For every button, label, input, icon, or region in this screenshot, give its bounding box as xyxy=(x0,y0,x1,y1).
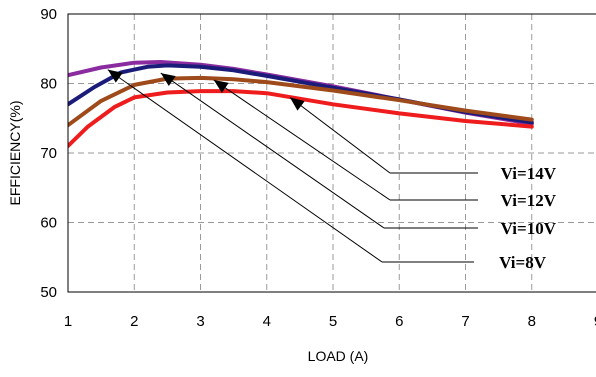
annotation-leader xyxy=(107,69,383,263)
series-label: Vi=14V xyxy=(501,164,557,183)
annotation-leader xyxy=(213,79,391,201)
y-tick-label: 80 xyxy=(40,76,57,93)
x-tick-label: 1 xyxy=(64,313,72,330)
x-tick-label: 4 xyxy=(263,313,271,330)
x-axis-title: LOAD (A) xyxy=(308,348,369,364)
x-tick-label: 8 xyxy=(528,313,536,330)
gridlines xyxy=(68,14,596,292)
annotation-arrowhead xyxy=(107,69,123,83)
annotation-arrowhead xyxy=(289,97,305,111)
x-tick-label: 3 xyxy=(196,313,204,330)
series-label: Vi=8V xyxy=(499,253,547,272)
annotation-arrowhead xyxy=(213,80,229,93)
x-tick-label: 9 xyxy=(594,313,596,330)
annotation-leader xyxy=(289,97,391,174)
y-axis-title: EFFICIENCY(%) xyxy=(7,101,23,206)
x-tick-label: 2 xyxy=(130,313,138,330)
series-line-vi-8v xyxy=(68,89,534,148)
series-label: Vi=12V xyxy=(501,191,557,210)
x-tick-label: 5 xyxy=(329,313,337,330)
y-tick-label: 50 xyxy=(40,284,57,301)
x-tick-label: 6 xyxy=(395,313,403,330)
series-line-vi-10v xyxy=(68,75,534,128)
x-tick-label: 7 xyxy=(461,313,469,330)
plot-frame xyxy=(67,13,596,293)
tick-labels: 1 2 3 4 5 6 7 8 9 50 60 70 80 90 xyxy=(40,6,596,330)
y-tick-label: 70 xyxy=(40,145,57,162)
y-tick-label: 90 xyxy=(40,6,57,23)
annotation-arrowhead xyxy=(160,73,176,86)
series-label: Vi=10V xyxy=(501,219,557,238)
annotation-layer: Vi=14V Vi=12V Vi=10V Vi=8V xyxy=(107,69,557,272)
y-tick-label: 60 xyxy=(40,215,57,232)
annotation-leader xyxy=(160,72,385,229)
